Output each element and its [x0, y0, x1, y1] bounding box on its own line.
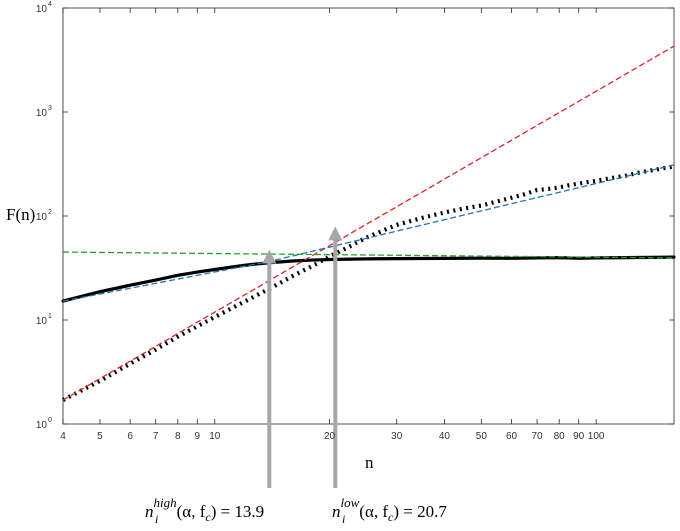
y-tick-exponent: 3	[48, 105, 52, 112]
annotation-label: nlow(α, fc) = 20.7i	[332, 495, 447, 526]
plot-frame	[62, 7, 675, 425]
x-tick-label: 20	[324, 431, 336, 442]
series-dotted-1	[62, 164, 675, 402]
series-dashed-4	[62, 251, 675, 259]
annotation-label: nhigh(α, fc) = 13.9i	[145, 495, 264, 526]
x-tick-label: 50	[476, 431, 488, 442]
x-tick-label: 30	[391, 431, 403, 442]
y-tick-label: 10	[36, 420, 48, 431]
svg-text:nlow(α, fc) = 20.7: nlow(α, fc) = 20.7	[332, 495, 447, 524]
y-tick-label: 10	[36, 108, 48, 119]
x-tick-label: 5	[97, 431, 103, 442]
x-tick-label: 100	[588, 431, 605, 442]
x-tick-label: 8	[175, 431, 181, 442]
y-tick-exponent: 0	[48, 417, 52, 424]
y-tick-exponent: 2	[48, 209, 52, 216]
y-axis-label: F(n)	[6, 205, 35, 224]
y-tick-label: 10	[36, 212, 48, 223]
x-tick-label: 6	[127, 431, 133, 442]
arrow-head	[262, 249, 277, 264]
x-tick-label: 10	[209, 431, 221, 442]
x-tick-label: 70	[532, 431, 544, 442]
y-tick-exponent: 1	[48, 313, 52, 320]
series-layer	[61, 45, 676, 402]
svg-text:i: i	[342, 512, 345, 526]
x-tick-label: 80	[554, 431, 566, 442]
x-tick-label: 60	[506, 431, 518, 442]
series-dashed-2	[62, 45, 675, 401]
x-tick-label: 40	[439, 431, 451, 442]
x-tick-label: 90	[573, 431, 585, 442]
x-tick-label: 4	[60, 431, 66, 442]
arrows-layer	[262, 226, 343, 488]
y-tick-exponent: 4	[48, 1, 52, 8]
y-tick-label: 10	[36, 316, 48, 327]
x-tick-label: 7	[153, 431, 159, 442]
arrow-head	[328, 226, 343, 241]
plot-area	[62, 7, 675, 425]
svg-text:nhigh(α, fc) = 13.9: nhigh(α, fc) = 13.9	[145, 495, 264, 524]
y-tick-label: 10	[36, 4, 48, 15]
annotations-layer: nhigh(α, fc) = 13.9i nlow(α, fc) = 20.7i	[145, 495, 447, 526]
x-tick-label: 9	[195, 431, 201, 442]
x-axis-label: n	[365, 453, 374, 472]
svg-text:i: i	[155, 512, 158, 526]
